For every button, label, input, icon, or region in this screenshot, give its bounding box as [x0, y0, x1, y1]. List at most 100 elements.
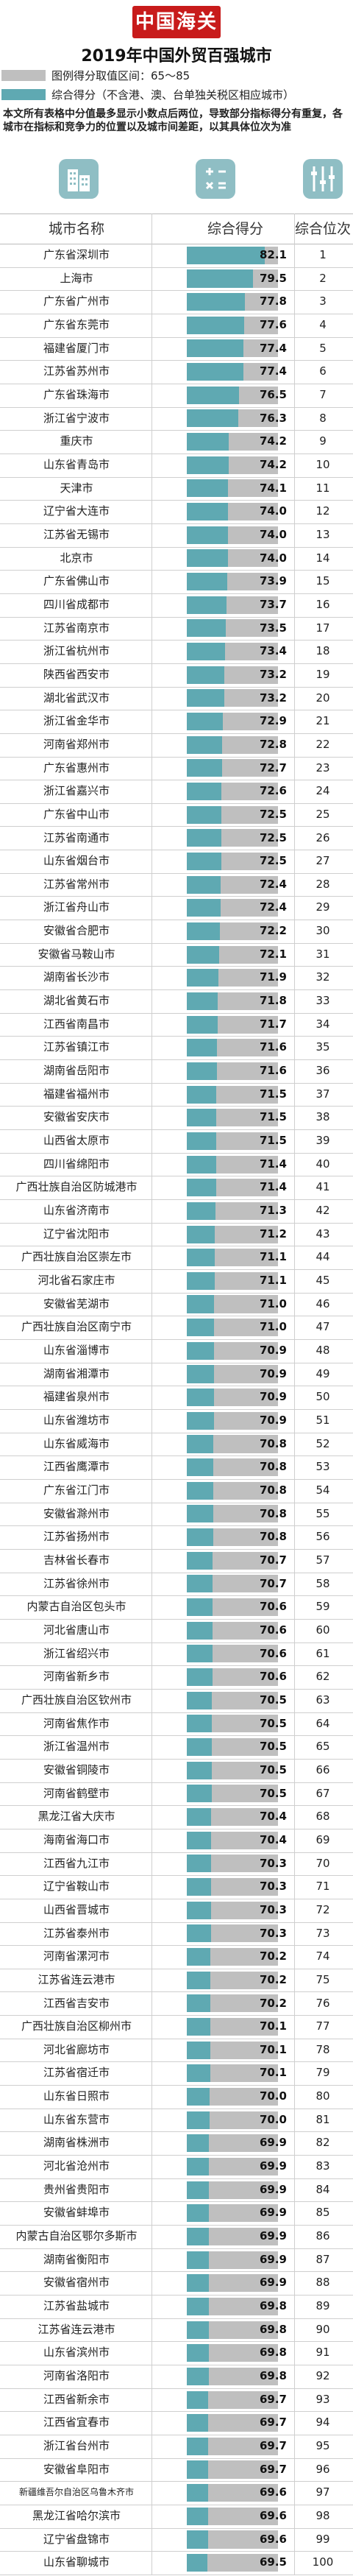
table-row: 江苏省徐州市 70.7 58 [0, 1573, 353, 1597]
score-value: 71.7 [259, 1017, 287, 1031]
rank-value: 100 [312, 2555, 334, 2569]
rank-value: 24 [315, 784, 330, 798]
rank-value: 41 [315, 1180, 330, 1194]
rank-value: 53 [315, 1460, 330, 1474]
city-name: 浙江省嘉兴市 [43, 784, 110, 798]
table-row: 安徽省滁州市 70.8 55 [0, 1503, 353, 1527]
score-bar [187, 945, 220, 964]
legend-range: 图例得分取值区间：65～85 [0, 68, 353, 84]
rank-value: 31 [315, 947, 330, 961]
rank-value: 63 [315, 1693, 330, 1707]
city-name: 重庆市 [60, 434, 93, 448]
table-row: 黑龙江省大庆市 70.4 68 [0, 1805, 353, 1829]
rank-value: 56 [315, 1530, 330, 1544]
table-row: 广西壮族自治区崇左市 71.1 44 [0, 1246, 353, 1271]
table-row: 浙江省台州市 69.7 95 [0, 2435, 353, 2459]
page-title: 2019年中国外贸百强城市 [81, 47, 272, 66]
score-value: 76.5 [259, 387, 287, 401]
legend: 图例得分取值区间：65～85 综合得分（不含港、澳、台单独关税区相应城市） [0, 68, 353, 106]
table-row: 辽宁省盘锦市 69.6 99 [0, 2528, 353, 2552]
table-row: 江苏省常州市 72.4 28 [0, 873, 353, 897]
score-value: 71.4 [259, 1157, 287, 1171]
rank-value: 45 [315, 1274, 330, 1288]
rank-value: 92 [315, 2369, 330, 2383]
rank-value: 43 [315, 1227, 330, 1241]
score-bar [187, 1855, 211, 1873]
table-row: 江苏省扬州市 70.8 56 [0, 1525, 353, 1550]
score-value: 73.9 [259, 574, 287, 588]
table-row: 陕西省西安市 73.2 19 [0, 663, 353, 688]
city-name: 山东省威海市 [43, 1436, 110, 1450]
city-name: 山东省淄博市 [43, 1344, 110, 1358]
score-value: 69.9 [259, 2159, 287, 2173]
table-row: 江西省鹰潭市 70.8 53 [0, 1455, 353, 1480]
rank-value: 4 [319, 317, 327, 331]
rank-value: 71 [315, 1880, 330, 1894]
table-row: 江苏省苏州市 77.4 6 [0, 360, 353, 384]
score-bar [187, 1388, 214, 1407]
rank-value: 11 [315, 481, 330, 495]
city-name: 内蒙古自治区鄂尔多斯市 [15, 2229, 138, 2243]
table-row: 内蒙古自治区包头市 70.6 59 [0, 1595, 353, 1620]
city-name: 安徽省安庆市 [43, 1110, 110, 1124]
rank-value: 47 [315, 1320, 330, 1334]
score-value: 69.6 [259, 2532, 287, 2546]
table-row: 安徽省铜陵市 70.5 66 [0, 1759, 353, 1783]
table-row: 辽宁省鞍山市 70.3 71 [0, 1875, 353, 1899]
legend-series: 综合得分（不含港、澳、台单独关税区相应城市） [0, 87, 353, 103]
table-row: 广东省江门市 70.8 54 [0, 1479, 353, 1503]
score-bar [187, 2414, 209, 2432]
score-bar [187, 1505, 213, 1523]
score-value: 72.4 [259, 877, 287, 891]
score-bar [187, 712, 223, 731]
rank-value: 34 [315, 1017, 330, 1031]
score-value: 76.3 [259, 411, 287, 425]
score-bar [187, 549, 228, 568]
rank-value: 72 [315, 1902, 330, 1916]
score-value: 70.4 [259, 1810, 287, 1824]
city-name: 广东省江门市 [43, 1483, 110, 1497]
legend-range-label: 图例得分取值区间：65～85 [51, 69, 190, 82]
table-row: 山东省聊城市 69.5 100 [0, 2551, 353, 2575]
score-value: 77.6 [259, 317, 287, 331]
score-bar [187, 2181, 210, 2199]
city-name: 江苏省连云港市 [38, 2322, 115, 2336]
score-bar [187, 759, 222, 777]
score-value: 69.9 [259, 2276, 287, 2290]
rank-value: 88 [315, 2276, 330, 2290]
table-row: 浙江省舟山市 72.4 29 [0, 896, 353, 921]
score-value: 70.6 [259, 1670, 287, 1684]
score-value: 77.4 [259, 364, 287, 378]
table-row: 吉林省长春市 70.7 57 [0, 1549, 353, 1573]
table-row: 河北省石家庄市 71.1 45 [0, 1269, 353, 1294]
rank-value: 55 [315, 1506, 330, 1520]
legend-series-label: 综合得分（不含港、澳、台单独关税区相应城市） [51, 88, 295, 102]
rank-value: 70 [315, 1856, 330, 1870]
score-value: 71.5 [259, 1134, 287, 1148]
building-icon [59, 159, 99, 199]
score-value: 70.3 [259, 1902, 287, 1916]
table-row: 江苏省连云港市 70.2 75 [0, 1969, 353, 1993]
score-bar [187, 922, 220, 940]
score-bar [187, 1341, 214, 1360]
city-name: 河北省廊坊市 [43, 2042, 110, 2056]
rank-value: 75 [315, 1972, 330, 1986]
rank-value: 87 [315, 2252, 330, 2266]
score-bar [187, 1738, 213, 1757]
table-row: 广东省广州市 77.8 3 [0, 290, 353, 314]
score-value: 74.2 [259, 434, 287, 448]
score-bar [187, 1109, 217, 1127]
rank-value: 67 [315, 1786, 330, 1800]
city-name: 吉林省长春市 [43, 1553, 110, 1567]
rank-value: 89 [315, 2299, 330, 2313]
rank-value: 97 [315, 2485, 330, 2499]
city-name: 河南省郑州市 [43, 737, 110, 751]
score-value: 74.0 [259, 527, 287, 541]
score-bar [187, 2297, 209, 2315]
city-name: 江苏省无锡市 [43, 527, 110, 541]
table-row: 江苏省宿迁市 70.1 79 [0, 2061, 353, 2086]
table-row: 江苏省镇江市 71.6 35 [0, 1036, 353, 1061]
rank-value: 83 [315, 2159, 330, 2173]
score-bar [187, 992, 218, 1010]
rank-value: 25 [315, 807, 330, 821]
